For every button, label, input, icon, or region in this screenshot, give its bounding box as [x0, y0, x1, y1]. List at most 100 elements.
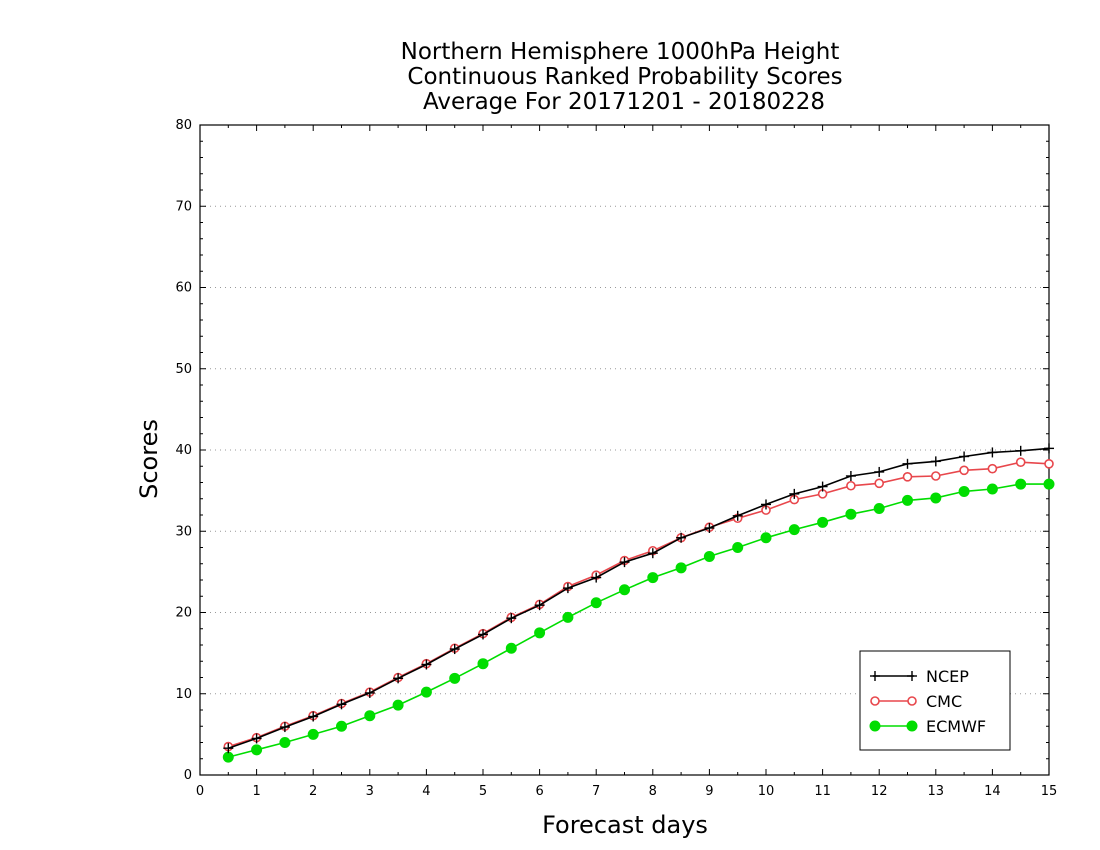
data-point-ncep [987, 447, 998, 458]
legend-marker-ncep [907, 671, 917, 681]
legend-label-ncep: NCEP [926, 667, 969, 686]
legend-label-ecmwf: ECMWF [926, 717, 986, 736]
series-ncep [223, 443, 1054, 754]
legend-marker-ecmwf [869, 720, 881, 732]
x-axis-ticks: 0 1 2 3 4 5 6 7 8 9 10 11 12 13 14 15 [196, 125, 1057, 799]
x-tick-label-15: 15 [1041, 784, 1058, 799]
data-point-ncep [478, 629, 488, 640]
y-tick-label-80: 80 [175, 118, 192, 133]
data-point-ecmwf [336, 720, 347, 732]
data-point-ncep [874, 466, 885, 477]
y-tick-label-60: 60 [175, 281, 192, 296]
data-point-cmc [846, 480, 856, 491]
x-tick-label-7: 7 [592, 784, 600, 799]
title-line-3: Average For 20171201 - 20180228 [423, 89, 825, 115]
title-line-2: Continuous Ranked Probability Scores [407, 64, 842, 90]
data-point-ncep [845, 471, 856, 481]
data-point-ecmwf [222, 751, 234, 763]
data-point-ncep [817, 481, 828, 492]
data-point-ecmwf [251, 744, 263, 756]
data-point-ecmwf [534, 627, 546, 639]
data-point-ecmwf [732, 542, 744, 553]
legend: NCEP CMC ECMWF [859, 650, 1011, 751]
x-tick-label-14: 14 [984, 784, 1001, 799]
data-point-ncep [506, 613, 517, 624]
data-point-ecmwf [307, 728, 319, 740]
data-point-ecmwf [760, 532, 772, 544]
data-point-ecmwf [986, 483, 998, 495]
data-point-ncep [761, 499, 771, 510]
series-lines [222, 443, 1055, 763]
data-point-ecmwf [902, 494, 913, 506]
data-point-ncep [1044, 443, 1054, 454]
x-tick-label-13: 13 [928, 784, 945, 799]
data-point-ecmwf [845, 508, 857, 520]
data-point-ncep [647, 548, 658, 559]
data-point-ncep [676, 532, 687, 543]
data-point-ncep [308, 711, 319, 722]
x-tick-label-1: 1 [252, 784, 260, 799]
x-tick-label-10: 10 [758, 784, 775, 799]
y-tick-label-0: 0 [184, 768, 192, 783]
series-ecmwf [222, 478, 1055, 763]
x-tick-label-5: 5 [479, 784, 487, 799]
data-point-cmc [902, 472, 913, 482]
data-point-cmc [930, 471, 941, 481]
y-tick-label-20: 20 [175, 606, 192, 621]
data-point-ncep [704, 523, 715, 533]
x-tick-label-3: 3 [366, 784, 374, 799]
x-tick-label-12: 12 [871, 784, 888, 799]
legend-label-cmc: CMC [926, 692, 962, 711]
data-point-ecmwf [619, 584, 630, 596]
x-axis-label: Forecast days [542, 811, 708, 839]
data-point-ecmwf [279, 737, 291, 748]
legend-marker-cmc [870, 696, 880, 706]
data-point-ecmwf [420, 686, 432, 698]
data-point-ncep [959, 451, 970, 462]
data-point-ncep [619, 557, 630, 568]
data-point-ecmwf [590, 597, 602, 609]
data-point-ncep [251, 733, 262, 744]
data-point-ecmwf [1043, 478, 1055, 490]
data-point-ecmwf [817, 516, 829, 528]
data-point-cmc [987, 463, 998, 474]
data-point-cmc [1015, 457, 1026, 467]
gridlines [200, 205, 1049, 695]
data-point-ncep [449, 644, 460, 655]
x-tick-label-4: 4 [422, 784, 430, 799]
y-tick-label-70: 70 [175, 199, 192, 214]
data-point-ncep [364, 687, 375, 698]
data-point-ncep [562, 583, 573, 594]
data-point-ecmwf [788, 524, 800, 536]
data-point-ecmwf [477, 658, 489, 670]
data-point-ecmwf [1015, 478, 1027, 490]
y-tick-label-50: 50 [175, 362, 192, 377]
x-tick-label-8: 8 [649, 784, 657, 799]
data-point-ecmwf [449, 672, 461, 684]
data-point-ecmwf [930, 492, 942, 504]
data-point-ncep [336, 699, 347, 710]
data-point-ncep [789, 488, 800, 499]
data-point-ecmwf [873, 503, 885, 514]
legend-item-ecmwf: ECMWF [869, 717, 986, 736]
data-point-ecmwf [505, 642, 517, 654]
legend-item-ncep: NCEP [870, 667, 969, 686]
data-point-ecmwf [364, 710, 376, 722]
data-point-cmc [1044, 459, 1054, 469]
data-point-ncep [591, 572, 602, 583]
data-point-ecmwf [562, 611, 574, 623]
data-point-ncep [421, 659, 432, 670]
data-point-ncep [930, 456, 941, 467]
title-line-1: Northern Hemisphere 1000hPa Height [401, 39, 840, 65]
x-tick-label-9: 9 [705, 784, 713, 799]
data-point-ncep [1015, 445, 1026, 456]
chart-title: Northern Hemisphere 1000hPa Height Conti… [401, 39, 843, 115]
data-point-ncep [902, 458, 913, 469]
data-point-ecmwf [647, 572, 659, 584]
legend-item-cmc: CMC [870, 692, 962, 711]
data-point-cmc [874, 478, 885, 489]
data-point-ncep [534, 600, 545, 611]
x-tick-label-6: 6 [535, 784, 543, 799]
data-point-ecmwf [675, 562, 687, 574]
